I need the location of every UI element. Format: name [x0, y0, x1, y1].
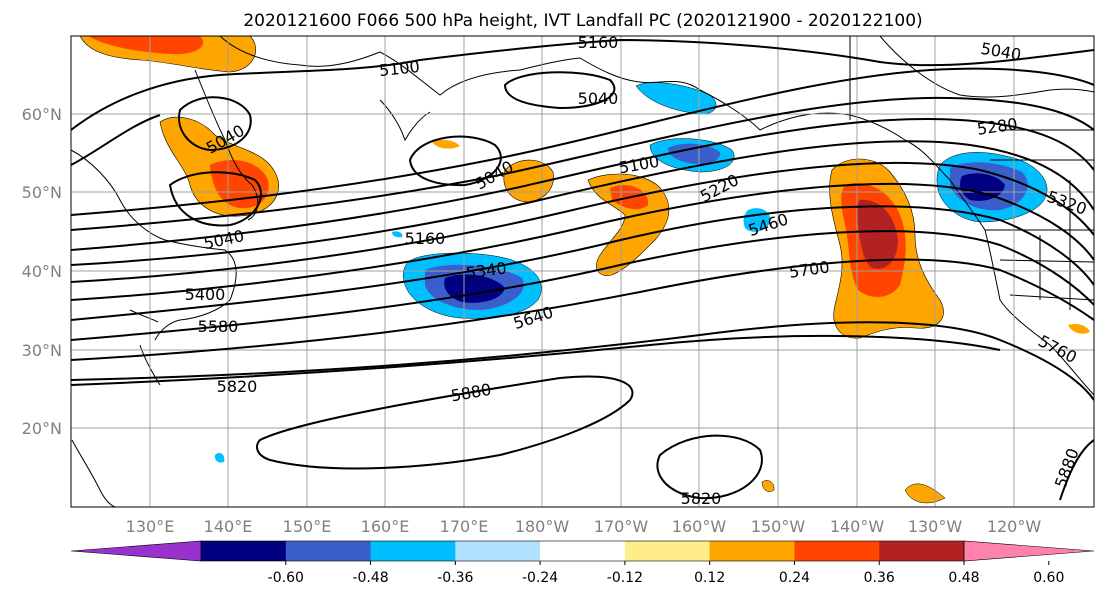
ivt-positive-core: [88, 36, 204, 55]
colorbar-swatch: [709, 541, 795, 561]
lon-tick-label: 170°E: [440, 517, 489, 536]
colorbar-frame: [200, 540, 965, 562]
lon-tick-label: 160°E: [361, 517, 410, 536]
lat-tick-label: 20°N: [22, 419, 62, 438]
lon-tick-label: 170°W: [594, 517, 649, 536]
colorbar-swatch: [455, 541, 541, 561]
lat-tick-label: 40°N: [22, 262, 62, 281]
colorbar-extend-high: [963, 540, 1095, 562]
ivt-positive-region: [1068, 323, 1090, 334]
graticule: [71, 36, 1094, 507]
lon-tick-label: 180°W: [515, 517, 570, 536]
ivt-positive-max: [856, 199, 898, 269]
figure-title: 2020121600 F066 500 hPa height, IVT Land…: [243, 11, 922, 31]
latitude-ticks: 60°N 50°N 40°N 30°N 20°N: [22, 105, 62, 438]
ivt-negative-mid: [668, 143, 721, 164]
longitude-ticks: 130°E 140°E 150°E 160°E 170°E 180°W 170°…: [126, 517, 1042, 536]
contour-label: 5820: [217, 377, 258, 396]
ivt-negative-region: [214, 452, 225, 463]
colorbar-tick-label: 0.24: [779, 570, 810, 586]
map-frame: [70, 35, 1095, 508]
lat-tick-label: 60°N: [22, 105, 62, 124]
colorbar-tick-label: 0.12: [694, 570, 725, 586]
colorbar-extend-low: [70, 540, 202, 562]
colorbar-tick-label: -0.36: [437, 570, 473, 586]
colorbar-swatch: [879, 541, 965, 561]
colorbar-tick-label: -0.24: [522, 570, 558, 586]
colorbar-swatch: [540, 541, 626, 561]
contour-label: 5580: [198, 317, 239, 336]
ivt-negative-region: [635, 82, 717, 115]
lon-tick-label: 130°E: [126, 517, 175, 536]
ivt-positive-region: [432, 139, 460, 149]
colorbar-tick-label: -0.60: [268, 570, 304, 586]
colorbar: -0.60 -0.48 -0.36 -0.24 -0.12 0.12 0.24 0.36 0.4…: [70, 540, 1095, 586]
contour-label: 5820: [681, 489, 722, 508]
lat-tick-label: 30°N: [22, 341, 62, 360]
lon-tick-label: 150°E: [283, 517, 332, 536]
map-panel: 5160 5040 5100 5040 5040 5040 5040 5100 …: [22, 33, 1095, 536]
colorbar-swatch: [370, 541, 456, 561]
height-contours: [71, 38, 1094, 501]
lon-tick-label: 150°W: [751, 517, 806, 536]
ivt-positive-region: [761, 480, 775, 492]
ivt-negative-core: [960, 173, 1005, 201]
colorbar-swatch: [624, 541, 711, 561]
ivt-positive-region: [587, 173, 670, 276]
lon-tick-label: 120°W: [987, 517, 1042, 536]
lon-tick-label: 140°W: [830, 517, 885, 536]
colorbar-tick-label: -0.12: [607, 570, 643, 586]
lon-tick-label: 160°W: [672, 517, 727, 536]
lat-tick-label: 50°N: [22, 183, 62, 202]
colorbar-swatch: [794, 541, 880, 561]
contour-label: 5160: [578, 33, 619, 52]
lon-tick-label: 140°E: [204, 517, 253, 536]
colorbar-tick-label: 0.48: [948, 570, 979, 586]
contour-label: 5400: [185, 285, 226, 304]
lon-tick-label: 130°W: [908, 517, 963, 536]
colorbar-swatch: [201, 541, 287, 561]
contour-label: 5040: [578, 89, 619, 108]
contour-label: 5100: [378, 57, 420, 80]
contour-label: 5160: [405, 229, 446, 248]
colorbar-tick-label: 0.60: [1033, 570, 1064, 586]
ivt-negative-region: [392, 231, 403, 238]
colorbar-tick-label: -0.48: [352, 570, 388, 586]
colorbar-swatch: [285, 541, 372, 561]
colorbar-tick-label: 0.36: [864, 570, 895, 586]
